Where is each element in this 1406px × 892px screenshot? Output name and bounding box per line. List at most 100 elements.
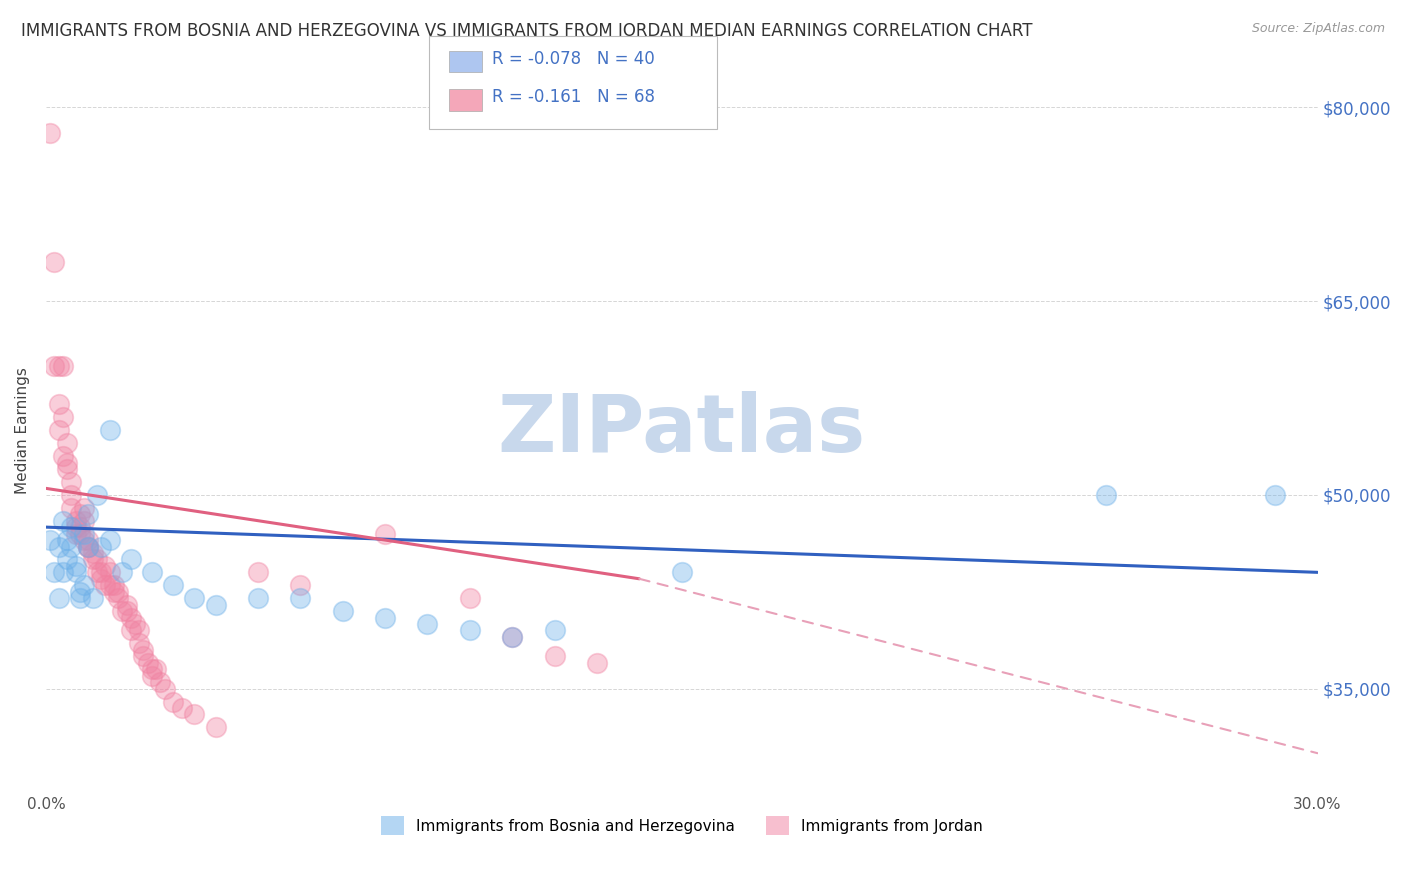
Point — [65, 526, 87, 541]
Point — [170, 701, 193, 715]
Text: R = -0.078   N = 40: R = -0.078 N = 40 — [492, 50, 655, 68]
Point — [69, 584, 91, 599]
Point — [98, 578, 121, 592]
Point — [132, 643, 155, 657]
Point — [1094, 488, 1116, 502]
Point — [128, 636, 150, 650]
Point — [48, 591, 70, 606]
Point — [48, 423, 70, 437]
Point — [77, 540, 100, 554]
Point — [136, 656, 159, 670]
Point — [65, 566, 87, 580]
Point — [86, 488, 108, 502]
Point — [56, 462, 79, 476]
Point — [290, 591, 312, 606]
Point — [52, 410, 75, 425]
Point — [82, 591, 104, 606]
Point — [124, 617, 146, 632]
Legend: Immigrants from Bosnia and Herzegovina, Immigrants from Jordan: Immigrants from Bosnia and Herzegovina, … — [381, 816, 983, 835]
Point — [48, 397, 70, 411]
Point — [65, 514, 87, 528]
Point — [69, 507, 91, 521]
Point — [60, 540, 83, 554]
Point — [671, 566, 693, 580]
Point — [44, 359, 66, 373]
Point — [458, 624, 481, 638]
Point — [128, 624, 150, 638]
Point — [52, 359, 75, 373]
Point — [153, 681, 176, 696]
Point — [132, 649, 155, 664]
Point — [60, 475, 83, 489]
Point — [94, 558, 117, 573]
Point — [77, 533, 100, 547]
Point — [69, 520, 91, 534]
Point — [543, 624, 565, 638]
Point — [416, 617, 439, 632]
Point — [77, 540, 100, 554]
Point — [115, 598, 138, 612]
Point — [56, 456, 79, 470]
Point — [246, 591, 269, 606]
Point — [98, 566, 121, 580]
Point — [149, 675, 172, 690]
Point — [73, 514, 96, 528]
Point — [52, 514, 75, 528]
Point — [332, 604, 354, 618]
Point — [39, 533, 62, 547]
Point — [60, 488, 83, 502]
Point — [1264, 488, 1286, 502]
Point — [90, 540, 112, 554]
Point — [183, 591, 205, 606]
Point — [39, 126, 62, 140]
Point — [374, 526, 396, 541]
Point — [458, 591, 481, 606]
Point — [162, 694, 184, 708]
Point — [120, 624, 142, 638]
Point — [98, 423, 121, 437]
Point — [111, 566, 134, 580]
Point — [586, 656, 609, 670]
Point — [60, 500, 83, 515]
Point — [69, 591, 91, 606]
Point — [86, 552, 108, 566]
Point — [141, 566, 163, 580]
Point — [204, 598, 226, 612]
Point — [82, 552, 104, 566]
Point — [73, 500, 96, 515]
Text: R = -0.161   N = 68: R = -0.161 N = 68 — [492, 88, 655, 106]
Text: ZIPatlas: ZIPatlas — [498, 392, 866, 469]
Point — [82, 546, 104, 560]
Point — [290, 578, 312, 592]
Point — [44, 255, 66, 269]
Point — [69, 526, 91, 541]
Point — [56, 436, 79, 450]
Point — [120, 552, 142, 566]
Text: Source: ZipAtlas.com: Source: ZipAtlas.com — [1251, 22, 1385, 36]
Point — [162, 578, 184, 592]
Point — [65, 520, 87, 534]
Point — [77, 507, 100, 521]
Point — [145, 662, 167, 676]
Point — [103, 578, 125, 592]
Point — [48, 359, 70, 373]
Point — [246, 566, 269, 580]
Point — [73, 533, 96, 547]
Point — [98, 533, 121, 547]
Point — [501, 630, 523, 644]
Point — [73, 578, 96, 592]
Point — [111, 604, 134, 618]
Point — [73, 526, 96, 541]
Point — [60, 520, 83, 534]
Point — [141, 669, 163, 683]
Y-axis label: Median Earnings: Median Earnings — [15, 367, 30, 493]
Point — [183, 707, 205, 722]
Point — [77, 540, 100, 554]
Point — [141, 662, 163, 676]
Point — [543, 649, 565, 664]
Point — [103, 584, 125, 599]
Point — [204, 720, 226, 734]
Text: IMMIGRANTS FROM BOSNIA AND HERZEGOVINA VS IMMIGRANTS FROM JORDAN MEDIAN EARNINGS: IMMIGRANTS FROM BOSNIA AND HERZEGOVINA V… — [21, 22, 1032, 40]
Point — [56, 533, 79, 547]
Point — [56, 552, 79, 566]
